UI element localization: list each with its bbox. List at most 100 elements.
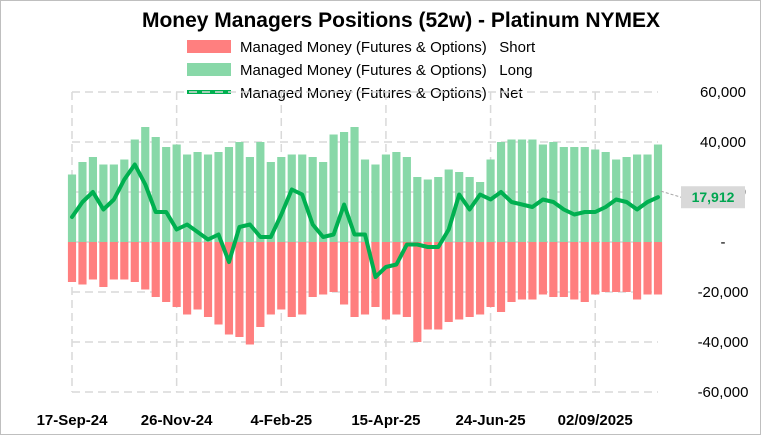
long-bar	[339, 132, 349, 242]
long-bar	[67, 174, 77, 242]
long-bar	[329, 134, 338, 242]
short-bar	[88, 242, 98, 280]
long-bar	[507, 139, 516, 242]
long-bar	[360, 159, 370, 242]
short-bars	[67, 242, 663, 345]
short-bar	[224, 242, 234, 335]
y-tick-label: -60,000	[698, 384, 749, 401]
chart-title: Money Managers Positions (52w) - Platinu…	[142, 9, 660, 32]
short-bar	[455, 242, 464, 320]
short-bar	[591, 242, 600, 295]
long-bar	[413, 177, 422, 242]
legend: Managed Money (Futures & Options) Short …	[187, 39, 536, 102]
long-bar	[256, 142, 265, 242]
long-bar	[632, 154, 642, 242]
legend-swatch-short	[187, 40, 231, 53]
y-tick-label: 40,000	[700, 134, 746, 151]
long-bar	[235, 142, 244, 242]
long-bar	[434, 177, 443, 242]
x-tick-label: 15-Apr-25	[351, 412, 420, 429]
legend-label-net: Managed Money (Futures & Options) Net	[240, 85, 523, 102]
x-tick-label: 26-Nov-24	[141, 412, 213, 429]
short-bar	[612, 242, 621, 292]
long-bar	[444, 169, 453, 242]
long-bar	[319, 162, 328, 242]
long-bar	[559, 147, 568, 242]
y-tick-label: -40,000	[698, 334, 749, 351]
short-bar	[308, 242, 317, 297]
long-bar	[570, 147, 579, 242]
short-bar	[434, 242, 443, 330]
short-bar	[235, 242, 244, 337]
long-bar	[402, 157, 411, 242]
short-bar	[496, 242, 506, 312]
long-bar	[193, 152, 202, 242]
legend-label-long: Managed Money (Futures & Options) Long	[240, 62, 533, 79]
long-bar	[538, 144, 547, 242]
long-bar	[528, 139, 537, 242]
long-bar	[183, 154, 192, 242]
short-bar	[162, 242, 171, 302]
legend-label-short: Managed Money (Futures & Options) Short	[240, 39, 536, 56]
long-bar	[277, 157, 286, 242]
long-bar	[130, 139, 139, 242]
short-bar	[141, 242, 150, 290]
short-bar	[580, 242, 589, 302]
short-bar	[528, 242, 537, 300]
short-bar	[109, 242, 118, 280]
short-bar	[538, 242, 547, 295]
long-bar	[266, 162, 275, 242]
legend-swatch-long	[187, 63, 231, 76]
short-bar	[507, 242, 516, 302]
short-bar	[413, 242, 422, 342]
short-bar	[549, 242, 558, 297]
callout-box	[681, 186, 745, 209]
short-bar	[601, 242, 610, 292]
long-bar	[381, 154, 391, 242]
y-tick-label: 60,000	[700, 84, 746, 101]
short-bar	[392, 242, 401, 315]
short-bar	[423, 242, 432, 330]
last-value-callout: 17,912	[660, 186, 745, 209]
x-tick-label: 24-Jun-25	[456, 412, 526, 429]
long-bars	[67, 127, 663, 242]
x-tick-label: 4-Feb-25	[250, 412, 312, 429]
long-bar	[162, 147, 171, 242]
long-bar	[653, 144, 663, 242]
short-bar	[256, 242, 265, 327]
x-tick-label: 02/09/2025	[558, 412, 633, 429]
long-bar	[88, 157, 98, 242]
short-bar	[287, 242, 296, 317]
long-bar	[120, 159, 129, 242]
long-bar	[392, 152, 401, 242]
long-bar	[517, 139, 527, 242]
short-bar	[643, 242, 652, 295]
short-bar	[632, 242, 642, 300]
long-bar	[643, 154, 652, 242]
short-bar	[339, 242, 349, 305]
short-bar	[130, 242, 139, 282]
short-bar	[214, 242, 223, 325]
short-bar	[653, 242, 663, 295]
short-bar	[203, 242, 213, 317]
short-bar	[78, 242, 87, 285]
short-bar	[465, 242, 474, 317]
long-bar	[151, 137, 160, 242]
short-bar	[381, 242, 391, 320]
short-bar	[151, 242, 160, 297]
long-bar	[172, 144, 181, 242]
long-bar	[350, 127, 359, 242]
net-line	[70, 162, 660, 279]
short-bar	[277, 242, 286, 310]
short-bar	[570, 242, 579, 300]
long-bar	[99, 164, 108, 242]
callout-value: 17,912	[692, 189, 735, 205]
long-bar	[308, 157, 317, 242]
long-bar	[214, 152, 223, 242]
long-bar	[601, 152, 610, 242]
short-bar	[360, 242, 370, 315]
short-bar	[245, 242, 254, 345]
short-bar	[99, 242, 108, 287]
long-bar	[203, 154, 213, 242]
